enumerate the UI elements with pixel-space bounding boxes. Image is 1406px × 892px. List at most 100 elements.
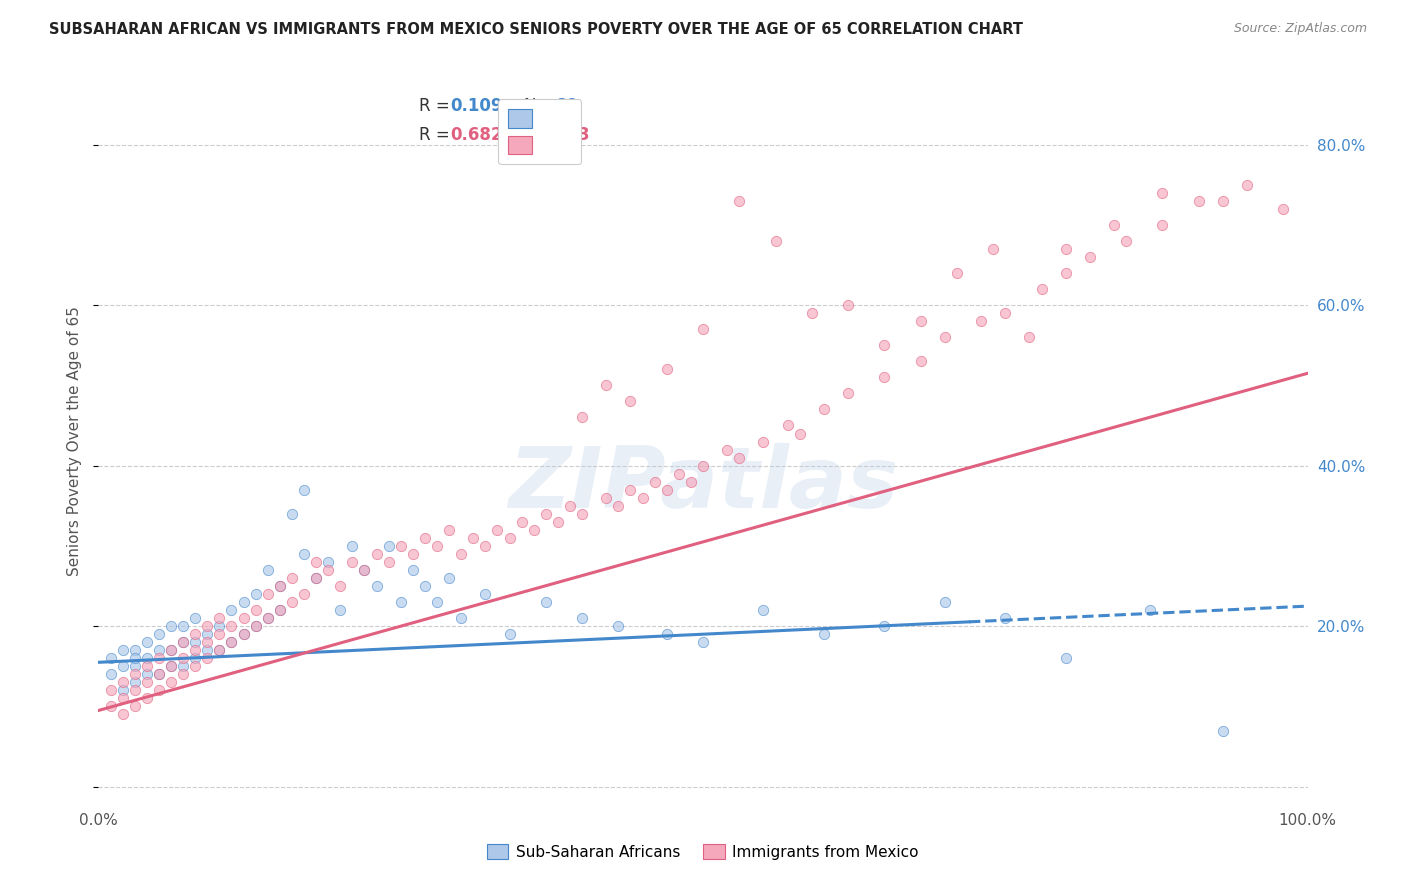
Point [873, 619, 896, 633]
Point [172, 635, 194, 649]
Point [377, 539, 399, 553]
Point [256, 563, 278, 577]
Point [413, 579, 436, 593]
Point [111, 659, 134, 673]
Point [377, 555, 399, 569]
Point [389, 595, 412, 609]
Point [208, 619, 231, 633]
Point [728, 194, 751, 208]
Point [765, 234, 787, 248]
Point [366, 547, 388, 561]
Point [450, 611, 472, 625]
Point [281, 507, 304, 521]
Point [172, 659, 194, 673]
Point [837, 386, 859, 401]
Point [1102, 218, 1125, 232]
Point [413, 531, 436, 545]
Point [124, 675, 146, 690]
Point [1212, 723, 1234, 738]
Point [245, 619, 267, 633]
Point [329, 603, 352, 617]
Point [232, 627, 254, 641]
Point [184, 611, 207, 625]
Text: N =: N = [524, 127, 561, 145]
Point [342, 539, 364, 553]
Point [208, 627, 231, 641]
Point [463, 531, 485, 545]
Point [1115, 234, 1137, 248]
Point [100, 651, 122, 665]
Point [256, 611, 278, 625]
Point [1152, 218, 1174, 232]
Point [148, 683, 170, 698]
Point [692, 635, 714, 649]
Point [595, 378, 617, 392]
Point [269, 579, 291, 593]
Point [692, 458, 714, 473]
Point [208, 643, 231, 657]
Point [752, 434, 775, 449]
Point [160, 675, 183, 690]
Point [1054, 242, 1077, 256]
Point [934, 330, 956, 344]
Point [486, 523, 509, 537]
Point [292, 483, 315, 497]
Point [184, 643, 207, 657]
Point [426, 539, 449, 553]
Point [994, 306, 1017, 320]
Point [111, 675, 134, 690]
Point [305, 571, 328, 585]
Point [135, 635, 157, 649]
Point [1272, 202, 1295, 216]
Text: 113: 113 [555, 127, 591, 145]
Point [195, 627, 218, 641]
Point [124, 659, 146, 673]
Point [232, 611, 254, 625]
Point [160, 619, 183, 633]
Point [208, 611, 231, 625]
Point [148, 643, 170, 657]
Point [111, 707, 134, 722]
Point [124, 651, 146, 665]
Point [329, 579, 352, 593]
Point [124, 699, 146, 714]
Point [111, 683, 134, 698]
Point [232, 627, 254, 641]
Point [981, 242, 1004, 256]
Point [221, 619, 243, 633]
Point [195, 651, 218, 665]
Point [342, 555, 364, 569]
Point [1078, 250, 1101, 264]
Point [245, 603, 267, 617]
Point [1139, 603, 1161, 617]
Point [692, 322, 714, 336]
Point [402, 563, 425, 577]
Point [1152, 186, 1174, 200]
Point [716, 442, 738, 457]
Point [1018, 330, 1040, 344]
Point [184, 635, 207, 649]
Point [1031, 282, 1053, 296]
Point [111, 643, 134, 657]
Point [135, 651, 157, 665]
Point [510, 515, 533, 529]
Point [1054, 266, 1077, 280]
Point [221, 635, 243, 649]
Point [534, 507, 557, 521]
Point [100, 683, 122, 698]
Point [571, 507, 593, 521]
Point [269, 603, 291, 617]
Point [910, 314, 932, 328]
Y-axis label: Seniors Poverty Over the Age of 65: Seniors Poverty Over the Age of 65 [67, 307, 83, 576]
Point [366, 579, 388, 593]
Point [160, 659, 183, 673]
Point [135, 659, 157, 673]
Point [873, 370, 896, 384]
Point [184, 627, 207, 641]
Point [148, 651, 170, 665]
Point [1212, 194, 1234, 208]
Point [148, 627, 170, 641]
Point [571, 611, 593, 625]
Point [148, 667, 170, 681]
Text: 0.682: 0.682 [450, 127, 503, 145]
